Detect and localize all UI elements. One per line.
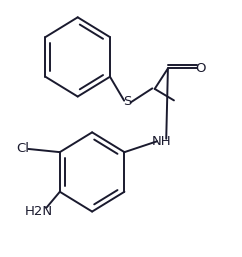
Text: O: O <box>195 62 206 75</box>
Text: S: S <box>123 95 131 108</box>
Text: H2N: H2N <box>25 205 53 218</box>
Text: NH: NH <box>152 135 172 148</box>
Text: Cl: Cl <box>16 142 29 155</box>
